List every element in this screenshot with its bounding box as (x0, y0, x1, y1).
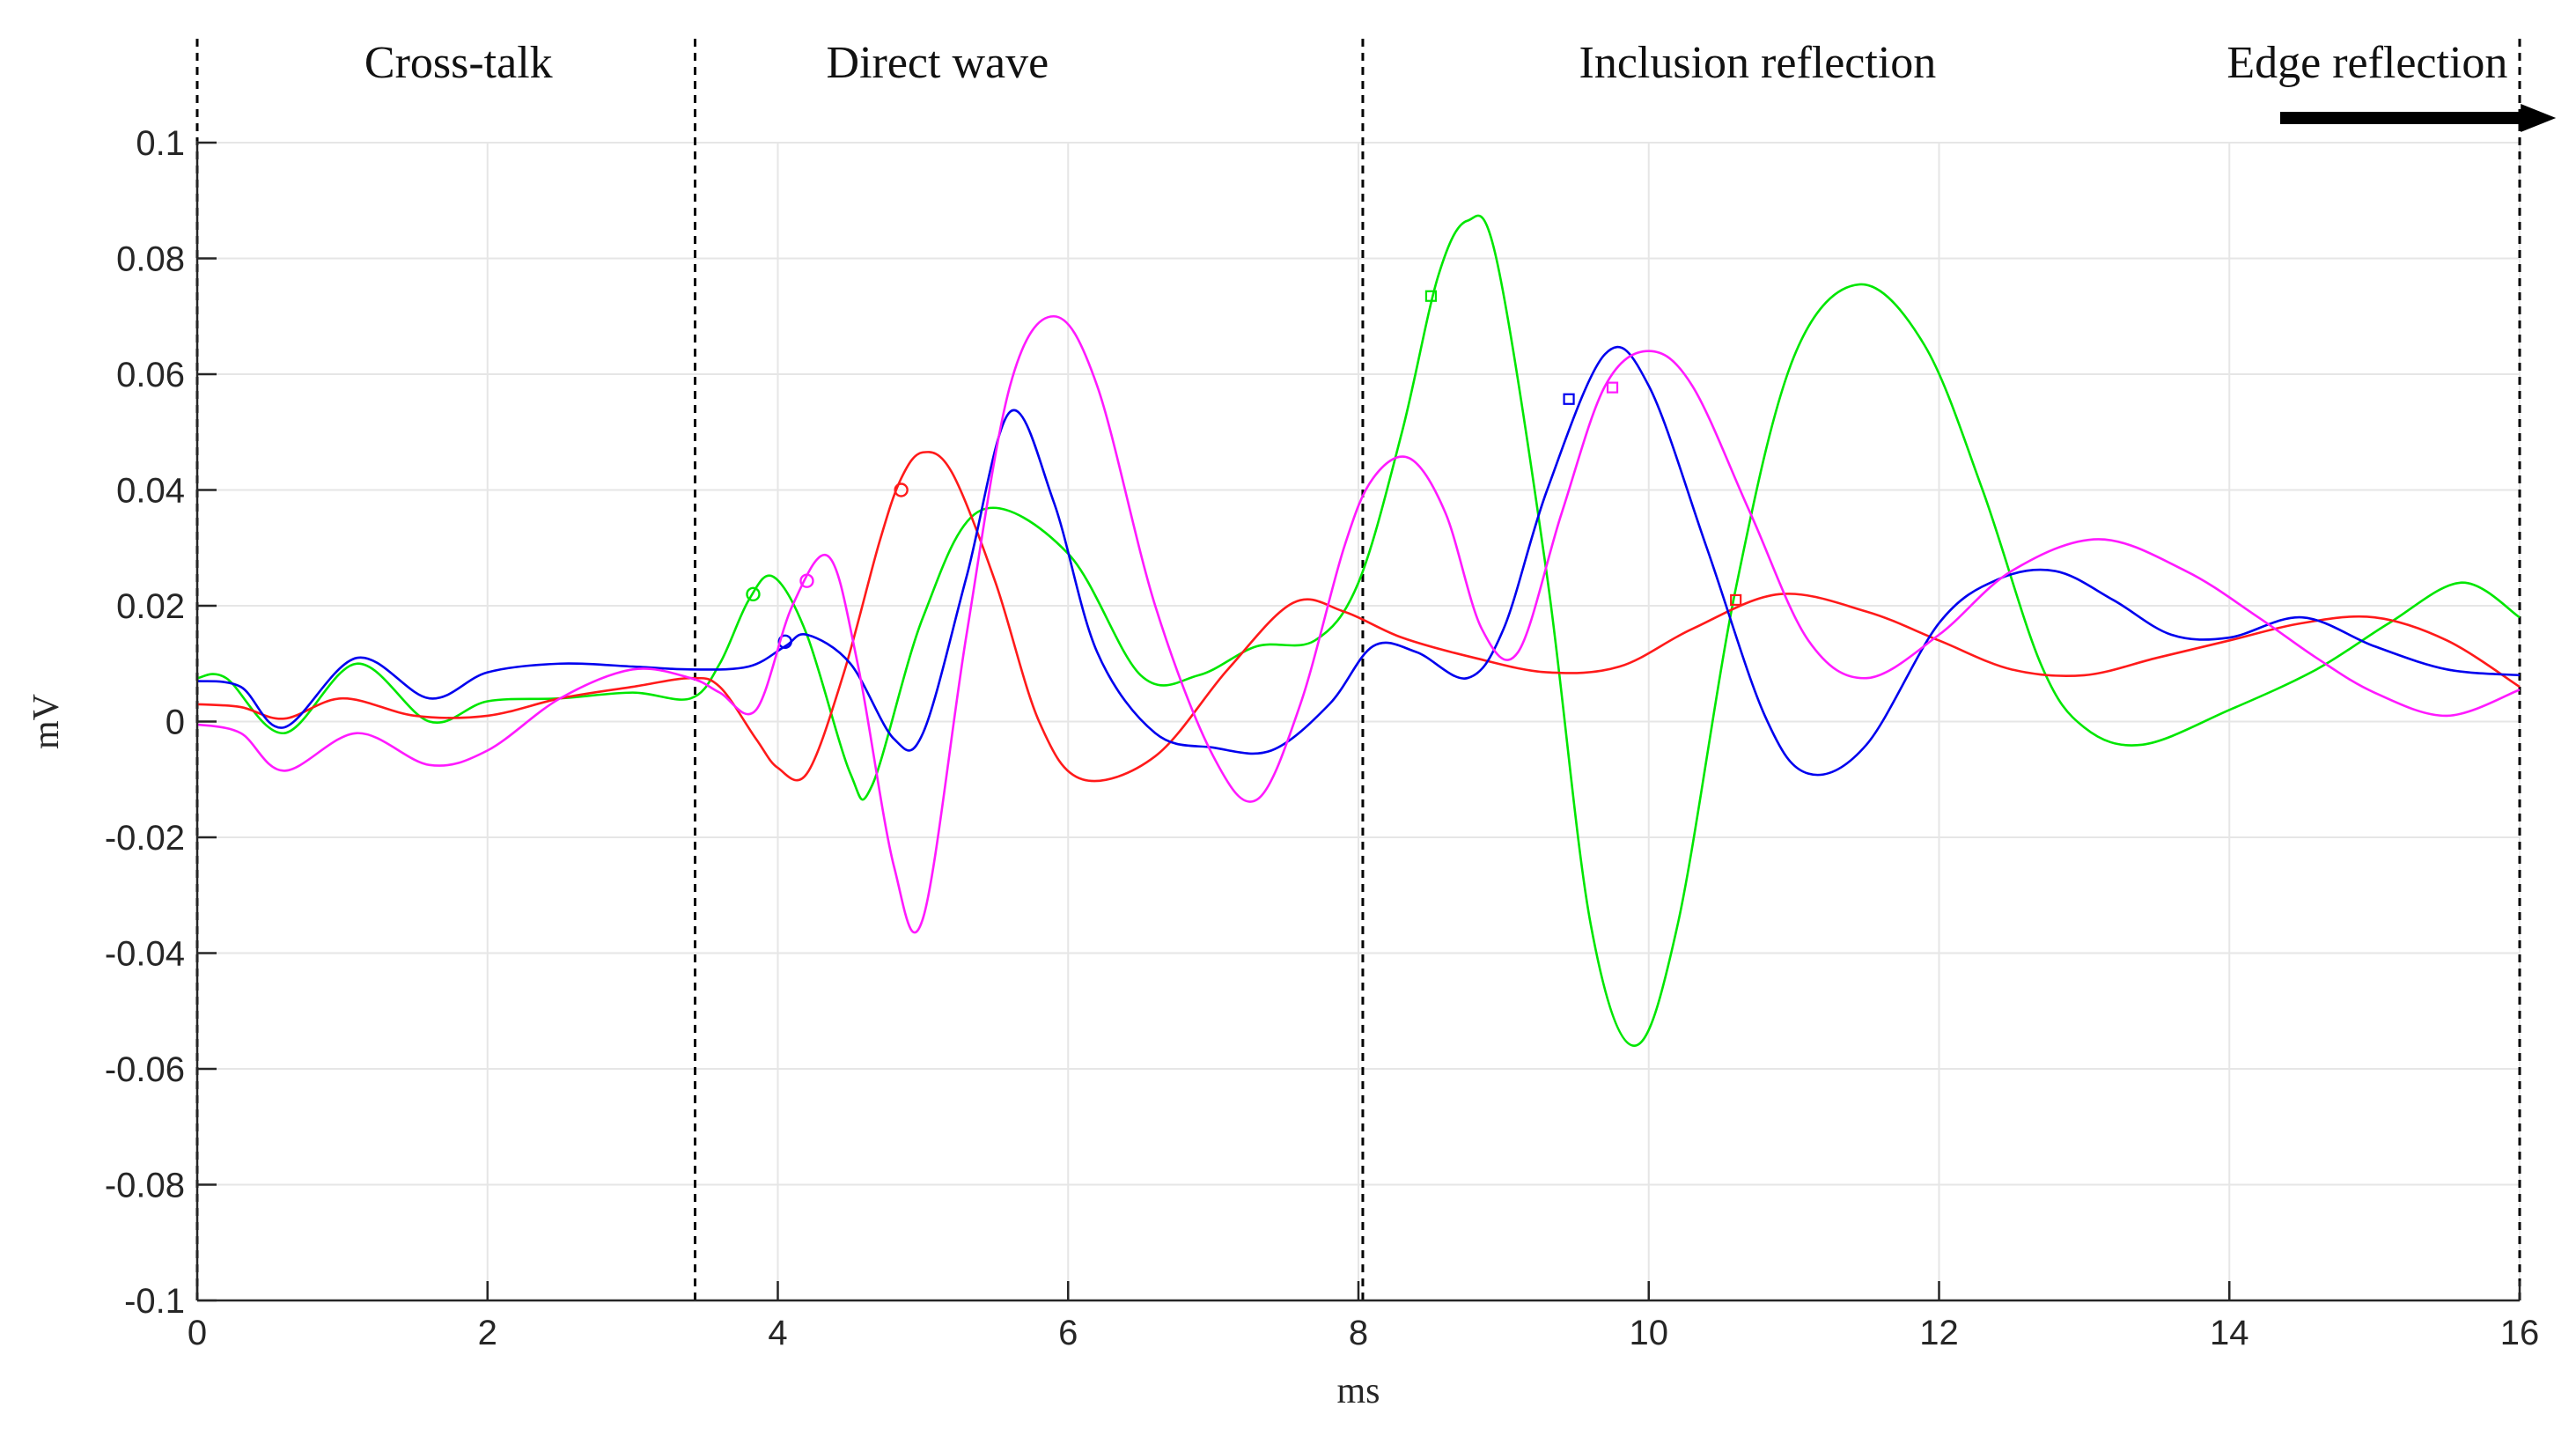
marker-circle-green (746, 586, 761, 602)
x-tick-label: 10 (1630, 1314, 1669, 1352)
x-tick-label: 2 (478, 1314, 497, 1352)
y-tick-label: 0.06 (116, 356, 185, 394)
y-axis-label: mV (26, 694, 67, 749)
x-tick-label: 12 (1919, 1314, 1959, 1352)
grid-lines (196, 142, 2521, 1301)
y-tick-label: -0.1 (124, 1282, 185, 1321)
marker-square-green (1424, 290, 1438, 302)
y-tick-label: 0.02 (116, 587, 185, 626)
series-group (196, 214, 2521, 1048)
marker-square-red (1730, 593, 1742, 607)
region-label: Cross-talk (364, 38, 553, 88)
axes: 0 2 4 6 8 10 12 14 16 0.1 0.08 0.06 0.04 0.02 0 -0.02 -0… (105, 124, 2539, 1352)
series-line-red (196, 451, 2521, 783)
marker-square-magenta (1606, 381, 1619, 394)
marker-circle-magenta (799, 573, 814, 588)
series-line-magenta (196, 314, 2521, 934)
y-tick-label: 0.1 (136, 124, 185, 163)
marker-square-blue (1563, 393, 1575, 405)
y-tick-label: -0.08 (105, 1167, 185, 1205)
x-axis-label: ms (1336, 1371, 1380, 1411)
x-tick-label: 8 (1349, 1314, 1368, 1352)
y-tick-label: 0 (166, 703, 185, 742)
edge-reflection-arrow-head (2521, 104, 2557, 132)
y-tick-label: 0.08 (116, 240, 185, 279)
x-tick-label: 16 (2500, 1314, 2540, 1352)
series-line-green (196, 214, 2521, 1048)
y-tick-label: 0.04 (116, 472, 185, 511)
series-line-blue (196, 345, 2521, 777)
region-label: Inclusion reflection (1579, 38, 1937, 88)
y-tick-label: -0.04 (105, 935, 185, 974)
x-tick-label: 6 (1058, 1314, 1078, 1352)
marker-circle-red (894, 482, 909, 497)
region-labels: Cross-talk Direct wave Inclusion reflectio… (364, 38, 2557, 132)
x-tick-label: 14 (2210, 1314, 2249, 1352)
y-tick-label: -0.06 (105, 1050, 185, 1089)
x-tick-label: 0 (188, 1314, 207, 1352)
region-label: Edge reflection (2226, 38, 2507, 88)
region-label: Direct wave (827, 38, 1049, 88)
y-tick-label: -0.02 (105, 819, 185, 858)
x-tick-label: 4 (768, 1314, 787, 1352)
